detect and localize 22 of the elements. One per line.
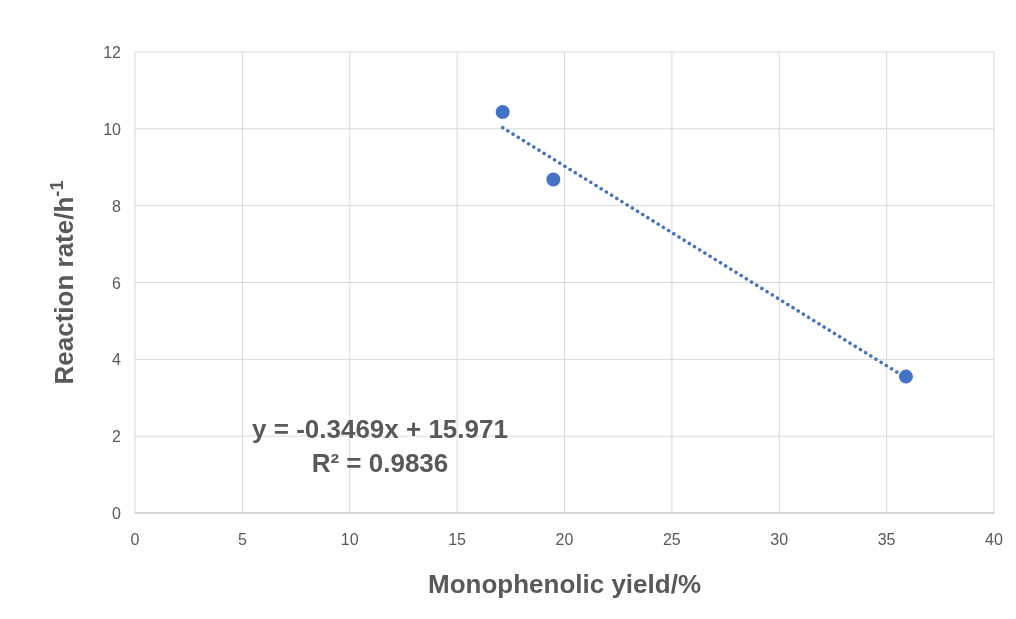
y-tick-label: 0: [112, 505, 122, 522]
x-tick-label: 20: [555, 531, 574, 548]
point: [546, 172, 561, 187]
x-tick-label: 10: [340, 531, 359, 548]
x-tick-label: 40: [985, 531, 1003, 548]
point: [898, 369, 913, 384]
y-tick-label: 2: [112, 428, 122, 446]
x-tick-label: 5: [237, 531, 247, 548]
y-tick-label: 4: [112, 351, 122, 369]
annotation: y = -0.3469x + 15.971: [252, 414, 508, 444]
y-tick-label: 12: [103, 44, 122, 61]
annotation: R² = 0.9836: [311, 448, 449, 478]
x-tick-label: 0: [130, 531, 140, 548]
x-axis-title: Monophenolic yield/%: [427, 569, 702, 599]
point: [495, 104, 510, 119]
x-tick-label: 15: [448, 531, 467, 548]
y-tick-label: 10: [103, 120, 122, 138]
x-tick-label: 25: [662, 531, 681, 548]
x-tick-label: 30: [770, 531, 789, 548]
y-tick-label: 6: [112, 274, 122, 292]
y-tick-label: 8: [112, 197, 122, 215]
x-tick-label: 35: [877, 531, 896, 548]
